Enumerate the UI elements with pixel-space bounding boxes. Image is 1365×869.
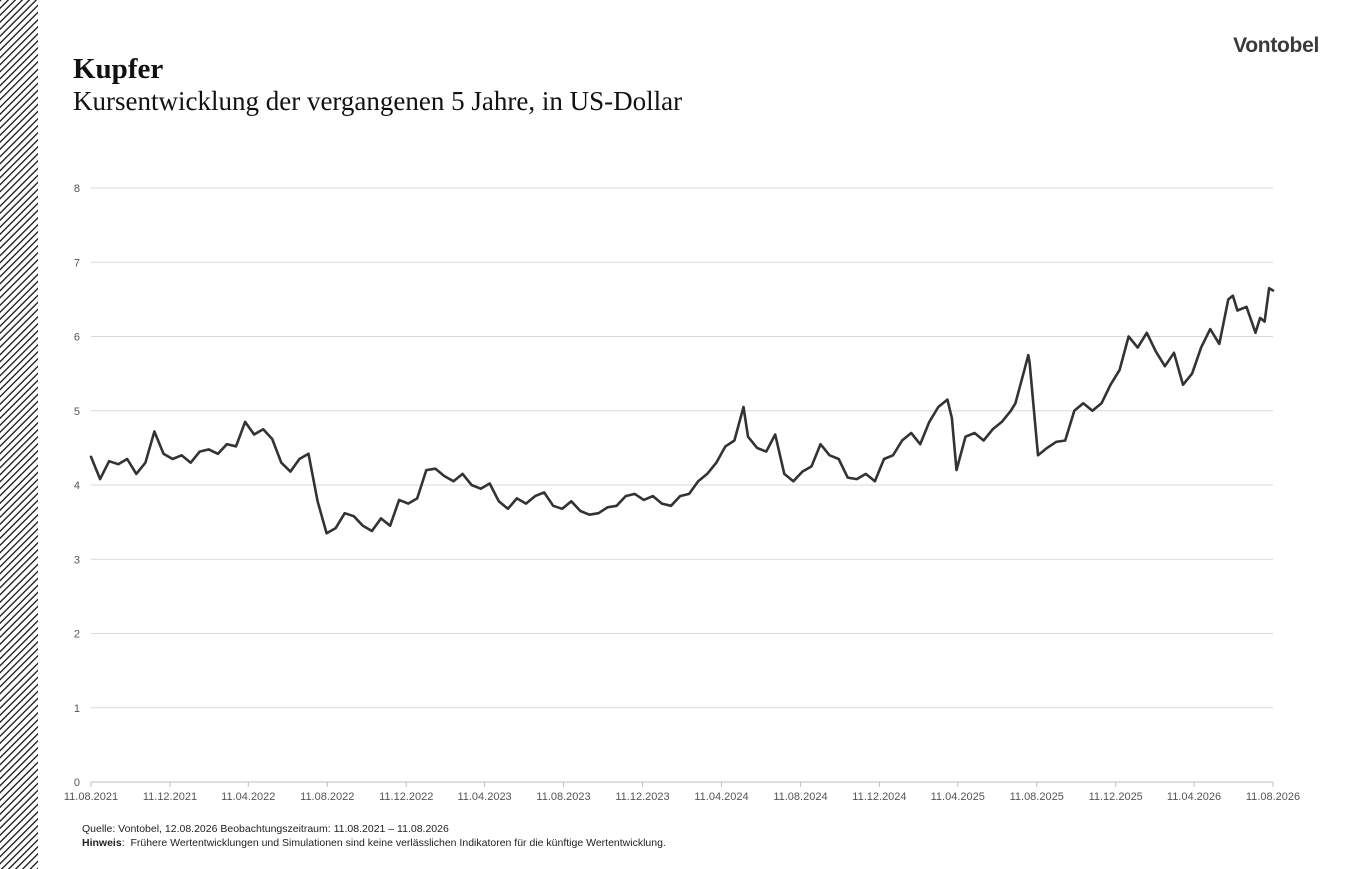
y-tick-label: 0: [74, 777, 80, 789]
y-tick-label: 6: [74, 332, 80, 344]
chart-title: Kupfer: [73, 53, 164, 85]
vontobel-logo: Vontobel: [1233, 34, 1319, 57]
x-tick-label: 11.12.2021: [143, 791, 197, 803]
source-note: Quelle: Vontobel, 12.08.2026 Beobachtung…: [82, 823, 449, 835]
x-tick-label: 11.04.2024: [694, 791, 748, 803]
x-tick-label: 11.04.2023: [457, 791, 511, 803]
price-line: [89, 286, 1275, 535]
disclaimer-colon: :: [121, 837, 131, 849]
x-tick-label: 11.08.2023: [536, 791, 590, 803]
y-tick-label: 7: [74, 257, 80, 269]
x-tick-label: 11.04.2022: [221, 791, 275, 803]
x-tick-label: 11.08.2024: [773, 791, 827, 803]
y-tick-label: 4: [74, 480, 80, 492]
x-tick-label: 11.12.2023: [615, 791, 669, 803]
x-tick-label: 11.08.2026: [1246, 791, 1300, 803]
x-tick-label: 11.08.2022: [300, 791, 354, 803]
x-tick-label: 11.04.2025: [931, 791, 985, 803]
x-tick-label: 11.08.2021: [64, 791, 118, 803]
decorative-stripe-band: [0, 0, 38, 869]
x-tick-label: 11.12.2024: [852, 791, 906, 803]
x-tick-label: 11.04.2026: [1167, 791, 1221, 803]
x-tick-label: 11.12.2025: [1089, 791, 1143, 803]
x-tick-label: 11.12.2022: [379, 791, 433, 803]
y-tick-label: 8: [74, 183, 80, 195]
footer: Quelle: Vontobel, 12.08.2026 Beobachtung…: [82, 822, 666, 850]
y-tick-label: 1: [74, 703, 80, 715]
x-tick-label: 11.08.2025: [1010, 791, 1064, 803]
y-tick-label: 2: [74, 629, 80, 641]
y-tick-label: 3: [74, 554, 80, 566]
y-tick-label: 5: [74, 406, 80, 418]
disclaimer-text: Frühere Wertentwicklungen und Simulation…: [130, 837, 666, 849]
disclaimer: Hinweis: Frühere Wertentwicklungen und S…: [82, 836, 666, 850]
chart-subtitle: Kursentwicklung der vergangenen 5 Jahre,…: [73, 86, 683, 116]
disclaimer-label: Hinweis: [82, 837, 122, 849]
